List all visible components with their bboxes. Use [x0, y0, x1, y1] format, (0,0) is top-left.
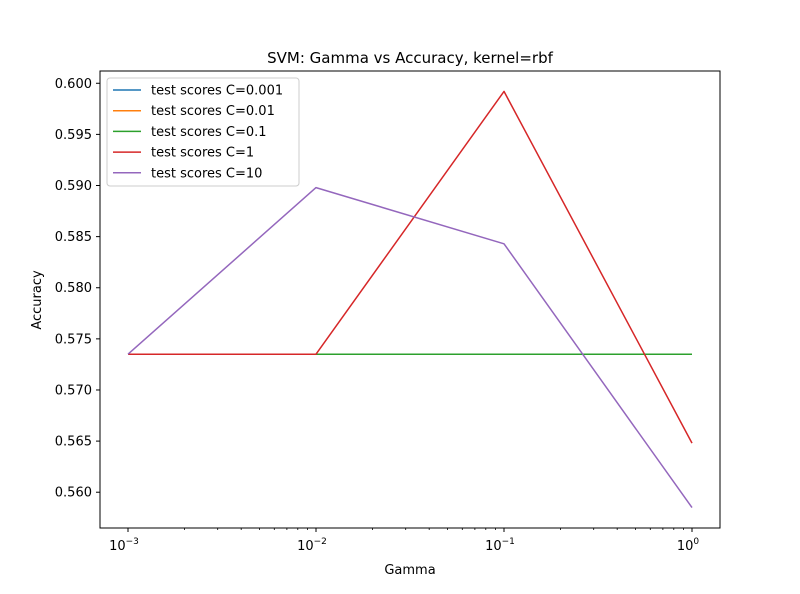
x-axis-label: Gamma [384, 563, 435, 578]
legend-label-3: test scores C=1 [151, 146, 254, 161]
legend-label-1: test scores C=0.01 [151, 104, 275, 119]
series-lines [127, 90, 693, 509]
legend-label-0: test scores C=0.001 [151, 84, 283, 99]
x-tick-label: 10−2 [297, 537, 327, 554]
legend-box [106, 77, 300, 187]
y-tick-label: 0.600 [55, 77, 92, 92]
y-tick-label: 0.560 [55, 486, 92, 501]
series-line-4 [127, 186, 693, 509]
x-axis-ticks: 10−3 10−2 10−1 100 [109, 528, 699, 554]
y-tick-label: 0.565 [55, 435, 92, 450]
y-tick-label: 0.570 [55, 383, 92, 398]
legend-label-2: test scores C=0.1 [151, 125, 267, 140]
y-tick-label: 0.580 [55, 281, 92, 296]
series-line-3 [128, 90, 693, 444]
y-axis-label: Accuracy [30, 270, 45, 330]
x-tick-label: 100 [677, 537, 700, 554]
y-axis-ticks: 0.560 0.565 0.570 0.575 0.580 0.585 0.590 0.595… [55, 77, 100, 501]
legend: test scores C=0.001 test scores C=0.01 tes… [106, 77, 300, 187]
x-tick-label: 10−1 [485, 537, 515, 554]
y-tick-label: 0.585 [55, 230, 92, 245]
plot-frame [99, 70, 721, 529]
legend-label-4: test scores C=10 [151, 166, 262, 181]
x-tick-label: 10−3 [109, 537, 139, 554]
y-tick-label: 0.595 [55, 128, 92, 143]
chart-title: SVM: Gamma vs Accuracy, kernel=rbf [267, 49, 553, 67]
y-tick-label: 0.575 [55, 332, 92, 347]
y-tick-label: 0.590 [55, 179, 92, 194]
